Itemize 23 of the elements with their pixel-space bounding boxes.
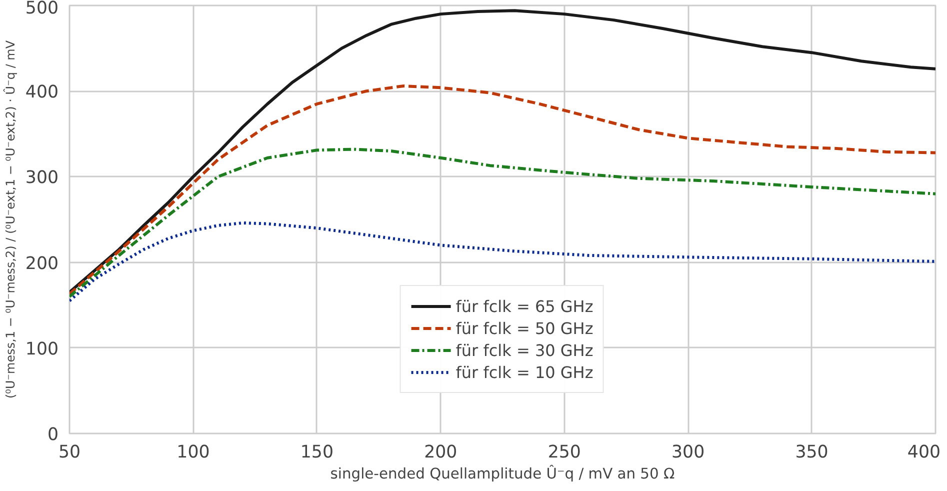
y-axis-title: (⁰U⁻mess,1 − ⁰U⁻mess,2) / (⁰U⁻ext,1 − ⁰U⁻ext,2) · Û⁻q / mV [2, 40, 18, 399]
line-series [70, 84, 936, 296]
y-tick-label: 200 [25, 254, 59, 274]
x-tick-label: 100 [176, 442, 210, 462]
y-tick-label: 100 [25, 339, 59, 360]
legend-label: für fclk = 50 GHz [456, 318, 594, 338]
line-series [70, 9, 936, 294]
legend-label: für fclk = 30 GHz [456, 340, 594, 360]
x-tick-label: 400 [907, 442, 941, 462]
x-tick-label: 300 [672, 442, 705, 462]
y-tick-label: 500 [25, 0, 59, 18]
x-tick-label: 150 [300, 442, 334, 462]
x-tick-label: 250 [548, 442, 581, 462]
x-tick-label: 350 [795, 442, 828, 462]
y-tick-label: 400 [25, 82, 59, 103]
y-tick-label: 300 [25, 168, 59, 188]
x-tick-label: 50 [58, 442, 81, 462]
line-series [70, 148, 936, 298]
legend-label: für fclk = 10 GHz [456, 362, 594, 382]
x-tick-label: 200 [424, 442, 458, 462]
legend-label: für fclk = 65 GHz [456, 296, 594, 316]
y-tick-label: 0 [47, 425, 59, 445]
x-axis-title: single-ended Quellamplitude Û⁻q / mV an 50 Ω [330, 464, 675, 482]
